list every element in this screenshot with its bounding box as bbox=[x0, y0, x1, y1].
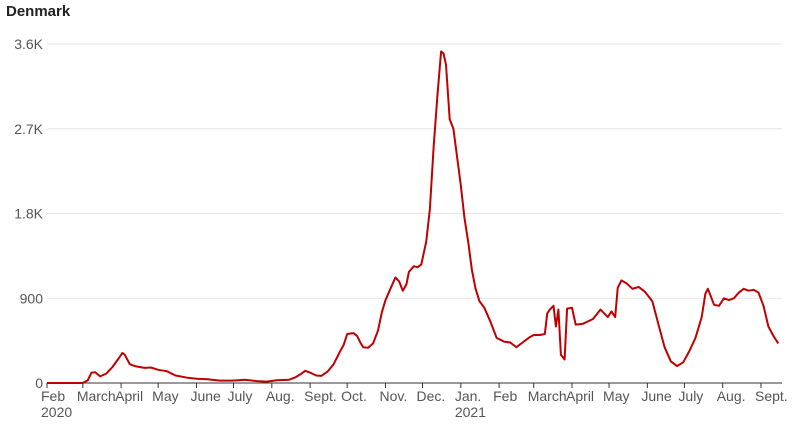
y-axis-ticks: 0 900 1.8K 2.7K 3.6K bbox=[14, 36, 43, 391]
x-tick-label: May bbox=[152, 388, 178, 404]
grid-lines bbox=[47, 43, 782, 299]
x-tick-label: Aug. bbox=[717, 388, 746, 404]
x-tick-label: Dec. bbox=[417, 388, 446, 404]
chart-title: Denmark bbox=[6, 3, 71, 20]
y-tick-label: 3.6K bbox=[14, 36, 43, 52]
x-tick-label: July bbox=[228, 388, 253, 404]
y-tick-label: 2.7K bbox=[14, 121, 43, 137]
x-tick-year-label: 2021 bbox=[455, 404, 486, 420]
x-tick-label: March bbox=[77, 388, 116, 404]
series-layer bbox=[47, 50, 780, 384]
x-tick-year-label: 2020 bbox=[41, 404, 72, 420]
series-line bbox=[47, 50, 780, 384]
x-tick-label: May bbox=[603, 388, 629, 404]
x-tick-label: Sept. bbox=[304, 388, 337, 404]
x-tick-label: Aug. bbox=[266, 388, 295, 404]
y-tick-label: 0 bbox=[35, 375, 43, 391]
x-tick-label: Feb bbox=[41, 388, 65, 404]
x-tick-label: Jan. bbox=[455, 388, 481, 404]
x-tick-label: April bbox=[566, 388, 594, 404]
x-tick-label: Oct. bbox=[341, 388, 367, 404]
x-tick-label: Sept. bbox=[755, 388, 788, 404]
y-tick-label: 1.8K bbox=[14, 206, 43, 222]
x-tick-label: Nov. bbox=[379, 388, 407, 404]
x-tick-label: June bbox=[190, 388, 221, 404]
y-tick-label: 900 bbox=[20, 290, 44, 306]
x-tick-label: June bbox=[641, 388, 672, 404]
x-tick-label: Feb bbox=[493, 388, 517, 404]
x-tick-label: March bbox=[528, 388, 567, 404]
x-tick-label: July bbox=[678, 388, 703, 404]
x-tick-label: April bbox=[115, 388, 143, 404]
